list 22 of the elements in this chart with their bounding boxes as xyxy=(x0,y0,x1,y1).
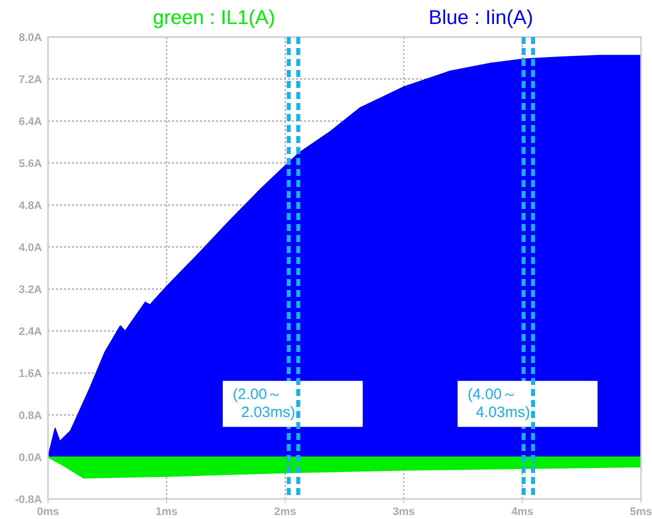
y-tick-label: 1.6A xyxy=(18,368,42,380)
y-tick-label: 0.0A xyxy=(18,452,42,464)
y-tick-label: 6.4A xyxy=(18,116,42,128)
x-tick-label: 4ms xyxy=(511,506,534,518)
y-tick-label: 5.6A xyxy=(18,158,42,170)
text: green : IL1(A) xyxy=(152,7,276,29)
y-tick-label: 4.0A xyxy=(18,242,42,254)
y-tick-label: 8.0A xyxy=(18,32,42,44)
y-tick-label: 4.8A xyxy=(18,200,42,212)
y-tick-label: -0.8A xyxy=(15,494,42,506)
y-tick-label: 7.2A xyxy=(18,74,42,86)
y-tick-label: 2.4A xyxy=(18,326,42,338)
x-tick-label: 5ms xyxy=(630,506,652,518)
x-tick-label: 2ms xyxy=(274,506,296,518)
x-tick-label: 3ms xyxy=(392,506,415,518)
series-label: Blue : Iin(A) xyxy=(428,7,534,29)
x-tick-label: 0ms xyxy=(36,506,60,518)
ref-line-label: (4.00～ 4.03ms) xyxy=(468,386,530,421)
x-tick-label: 1ms xyxy=(156,506,178,518)
ref-line-label: (2.00～ 2.03ms) xyxy=(232,386,296,421)
y-tick-label: 0.8A xyxy=(18,410,42,422)
y-tick-label: 3.2A xyxy=(18,284,42,296)
